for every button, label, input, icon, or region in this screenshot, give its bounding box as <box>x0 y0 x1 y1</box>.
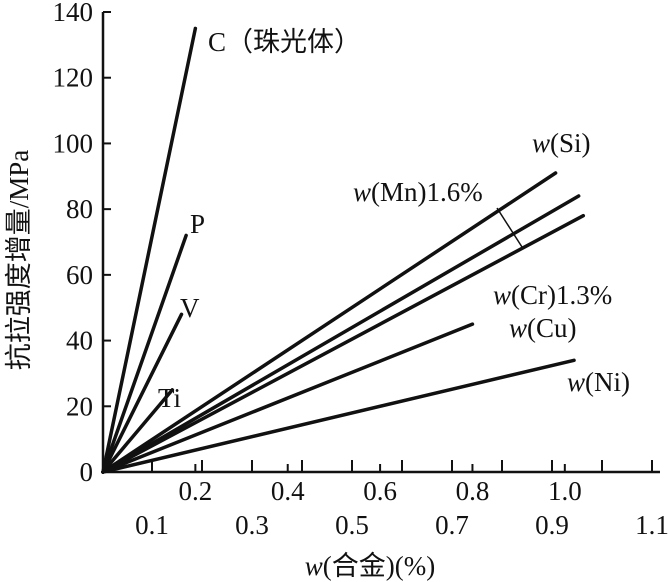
y-tick-label: 20 <box>66 391 93 421</box>
cu-line <box>101 322 475 474</box>
y-tick-label: 40 <box>66 326 93 356</box>
x-tick-label-upper: 1.0 <box>548 476 582 506</box>
cr-line <box>101 213 586 474</box>
x-tick-label-lower: 0.7 <box>435 510 469 540</box>
axes <box>101 12 660 474</box>
mn-line-label: w(Mn)1.6% <box>353 177 483 207</box>
si-line-label: w(Si) <box>532 128 591 158</box>
v-line-label: V <box>180 293 200 323</box>
x-tick-label-upper: 0.6 <box>363 476 397 506</box>
ni-line <box>101 358 576 474</box>
c-pearlite-line-label: C（珠光体） <box>208 27 361 57</box>
y-tick-label: 0 <box>80 457 94 487</box>
ti-line-label: Ti <box>158 383 181 413</box>
y-tick-label: 120 <box>53 63 94 93</box>
v-line <box>101 312 184 474</box>
y-tick-label: 140 <box>53 0 94 27</box>
ticks: 0 20 40 60 80 100 120 140 0.2 0.4 0.6 0.8 1.0 0.1 0.3 0… <box>53 0 669 540</box>
x-tick-label-lower: 0.5 <box>335 510 369 540</box>
x-tick-label-lower: 0.9 <box>535 510 569 540</box>
p-line-label: P <box>190 209 205 239</box>
y-tick-label: 60 <box>66 260 93 290</box>
x-tick-label-lower: 1.1 <box>635 510 669 540</box>
x-tick-label-lower: 0.1 <box>135 510 169 540</box>
c-pearlite-line <box>101 26 198 474</box>
series-lines <box>101 26 586 474</box>
x-tick-label-upper: 0.4 <box>271 476 305 506</box>
ni-line-label: w(Ni) <box>567 367 630 397</box>
mn-line <box>101 194 581 474</box>
cu-line-label: w(Cu) <box>509 313 577 343</box>
x-axis-title: w(合金)(%) <box>305 551 435 581</box>
cr-line-label: w(Cr)1.3% <box>493 280 612 310</box>
x-tick-label-upper: 0.2 <box>178 476 212 506</box>
si-line <box>101 171 558 474</box>
y-tick-label: 100 <box>53 128 94 158</box>
x-tick-label-lower: 0.3 <box>235 510 269 540</box>
y-tick-label: 80 <box>66 194 93 224</box>
mn-label-leader <box>496 207 523 248</box>
x-tick-label-upper: 0.8 <box>456 476 490 506</box>
p-line <box>101 233 188 474</box>
ti-line <box>101 388 175 474</box>
series-labels: C（珠光体） P V Ti w(Si) w(Mn)1.6% w(Cr)1.3%w(Cu) w(… <box>158 27 630 413</box>
y-axis-title: 抗拉强度增量/MPa <box>4 150 34 371</box>
